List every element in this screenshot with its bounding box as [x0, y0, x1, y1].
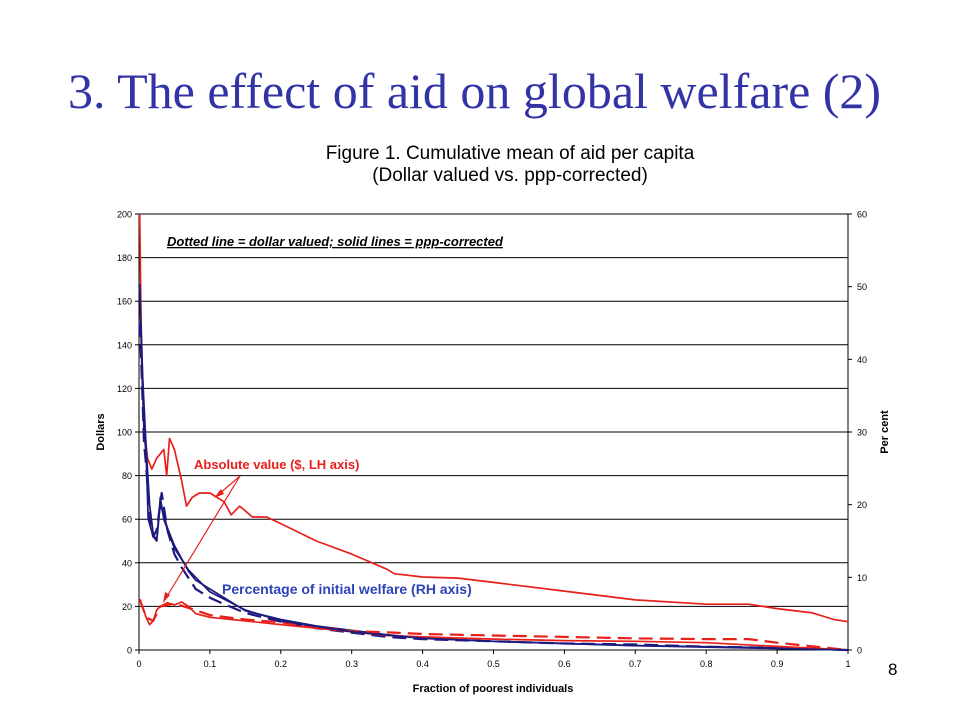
slide-title: 3. The effect of aid on global welfare (… — [68, 63, 882, 119]
percentage-annotation: Percentage of initial welfare (RH axis) — [222, 581, 472, 597]
y-right-tick-label: 50 — [857, 282, 867, 292]
x-tick-label: 0.6 — [558, 659, 571, 669]
y-tick-label: 180 — [117, 253, 132, 263]
y-tick-label: 20 — [122, 602, 132, 612]
y-tick-label: 140 — [117, 340, 132, 350]
chart-title: Figure 1. Cumulative mean of aid per cap… — [325, 143, 695, 164]
y-right-tick-label: 30 — [857, 428, 867, 438]
y-axis-label: Dollars — [95, 413, 107, 450]
annotation-arrow-lower — [165, 475, 241, 599]
x-tick-label: 0 — [136, 659, 141, 669]
series-line-6 — [138, 286, 849, 651]
y-right-tick-label: 0 — [857, 646, 862, 656]
gridlines — [139, 257, 848, 607]
x-tick-label: 1 — [845, 659, 850, 669]
series-line-5 — [138, 598, 849, 652]
x-tick-label: 0.1 — [204, 659, 217, 669]
series-line-1 — [138, 213, 849, 623]
y-right-tick-label: 10 — [857, 573, 867, 583]
y-tick-label: 200 — [117, 210, 132, 220]
y-axis-right-label: Per cent — [879, 410, 891, 454]
x-tick-label: 0.4 — [416, 659, 429, 669]
axis-ticks: 0204060801001201401601802000102030405060… — [117, 210, 867, 670]
x-tick-label: 0.5 — [487, 659, 500, 669]
y-tick-label: 120 — [117, 384, 132, 394]
figure-caption: Figure 1. Cumulative mean of aid per cap… — [290, 143, 730, 187]
y-right-tick-label: 20 — [857, 500, 867, 510]
x-tick-label: 0.2 — [275, 659, 288, 669]
page-number: 8 — [888, 660, 898, 679]
y-tick-label: 160 — [117, 297, 132, 307]
y-right-tick-label: 60 — [857, 210, 867, 220]
annotation-arrowhead-lower — [163, 592, 170, 603]
x-tick-label: 0.3 — [345, 659, 358, 669]
y-tick-label: 0 — [127, 646, 132, 656]
series-lines — [138, 213, 849, 652]
y-tick-label: 80 — [122, 471, 132, 481]
annotation-arrowhead-upper — [214, 489, 224, 498]
x-axis-label: Fraction of poorest individuals — [413, 683, 574, 695]
y-tick-label: 40 — [122, 558, 132, 568]
x-tick-label: 0.9 — [771, 659, 784, 669]
y-tick-label: 100 — [117, 428, 132, 438]
chart-subtitle: (Dollar valued vs. ppp-corrected) — [372, 165, 648, 186]
series-line-3 — [138, 322, 849, 652]
x-tick-label: 0.8 — [700, 659, 713, 669]
x-tick-label: 0.7 — [629, 659, 642, 669]
y-right-tick-label: 40 — [857, 355, 867, 365]
absolute-value-annotation: Absolute value ($, LH axis) — [194, 457, 359, 472]
y-tick-label: 60 — [122, 515, 132, 525]
line-style-note: Dotted line = dollar valued; solid lines… — [167, 234, 504, 249]
